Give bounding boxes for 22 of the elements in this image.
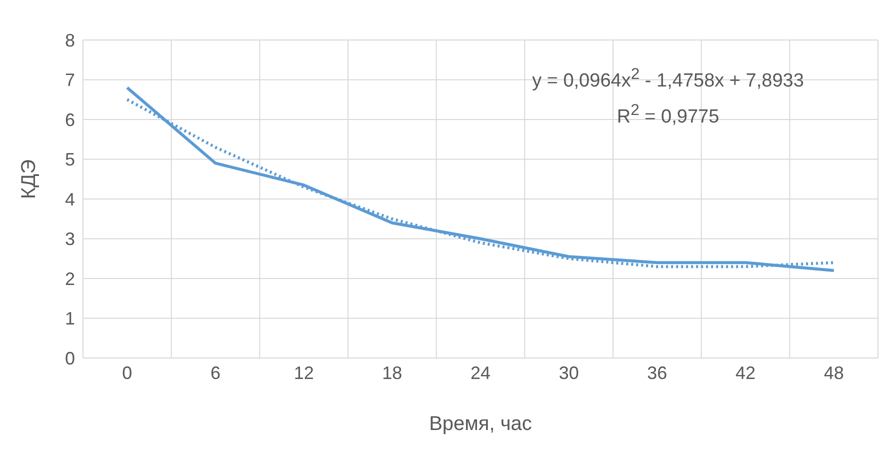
y-tick-label: 1: [64, 308, 75, 329]
x-tick-label: 30: [558, 362, 579, 383]
y-tick-label: 7: [64, 70, 75, 90]
y-tick-label: 6: [64, 110, 75, 130]
x-tick-label: 0: [122, 362, 132, 383]
x-tick-label: 42: [735, 362, 756, 383]
y-tick-label: 0: [64, 348, 75, 368]
x-axis-title: Время, час: [429, 413, 532, 435]
x-tick-label: 18: [382, 362, 402, 383]
y-axis-title: КДЭ: [18, 159, 40, 199]
annotation: R$^{2}$ = 0,9775: [616, 101, 720, 130]
x-tick-label: 12: [294, 362, 314, 383]
x-tick-label: 6: [210, 362, 221, 383]
y-tick-label: 8: [64, 30, 75, 50]
x-tick-label: 36: [647, 362, 668, 383]
annotation: y = 0,0964x$^{2}$ - 1,4758x + 7,8933: [531, 65, 805, 94]
y-tick-label: 2: [64, 268, 75, 289]
x-tick-label: 24: [470, 362, 491, 383]
x-tick-label: 48: [824, 362, 844, 383]
y-tick-label: 4: [64, 189, 75, 210]
y-tick-label: 3: [64, 229, 75, 250]
y-tick-label: 5: [64, 150, 75, 170]
